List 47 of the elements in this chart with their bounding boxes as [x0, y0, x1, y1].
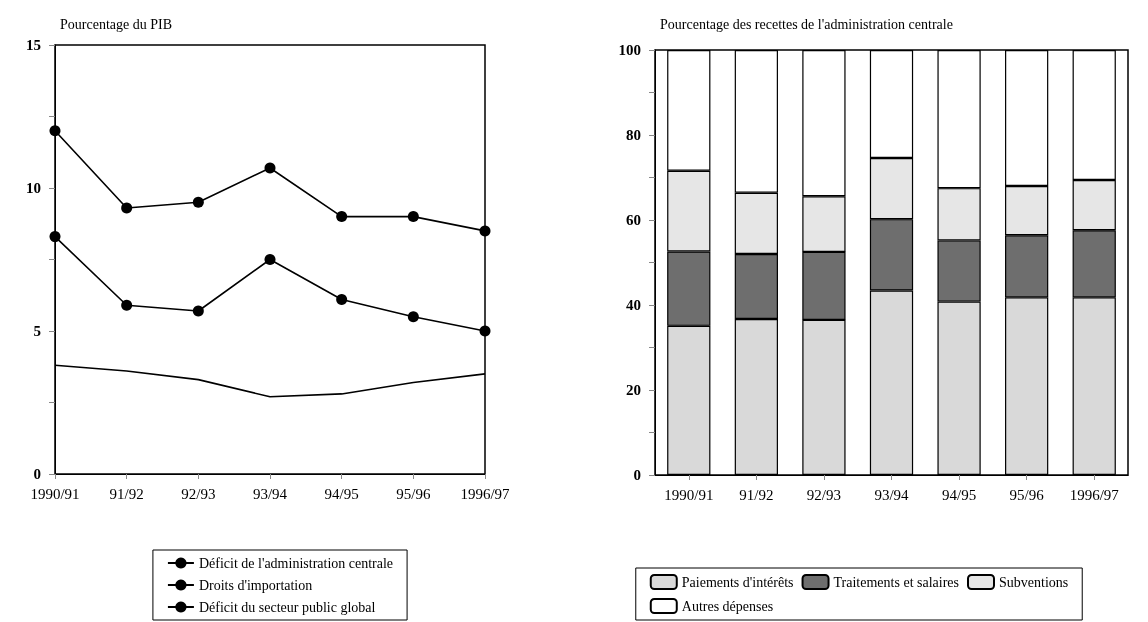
- point: [192, 196, 204, 208]
- x-tick-label: 95/96: [396, 485, 431, 502]
- legend-label: Déficit du secteur public global: [198, 599, 376, 615]
- legend-label: Autres dépenses: [681, 598, 774, 614]
- legend-label: Paiements d'intérêts: [681, 574, 794, 590]
- y-tick-label: 100: [618, 42, 641, 58]
- y-tick-label: 15: [26, 37, 41, 53]
- y-tick-label: 60: [626, 212, 641, 228]
- y-tick-label: 80: [626, 127, 641, 143]
- y-tick-label: 20: [626, 382, 641, 398]
- y-tick-label: 0: [633, 467, 641, 483]
- point: [49, 231, 61, 243]
- point: [407, 311, 419, 323]
- point: [336, 211, 348, 223]
- x-tick-label: 91/92: [109, 485, 144, 502]
- chart-title: Pourcentage des recettes de l'administration centrale: [660, 16, 953, 32]
- point: [264, 162, 276, 174]
- point: [407, 211, 419, 223]
- point: [479, 225, 491, 237]
- y-tick-label: 40: [626, 297, 641, 313]
- x-tick-label: 1990/91: [664, 486, 714, 503]
- point: [479, 325, 491, 337]
- point: [121, 202, 133, 214]
- x-tick-label: 91/92: [739, 486, 774, 503]
- y-tick-label: 0: [33, 466, 41, 482]
- x-tick-label: 1996/97: [1069, 486, 1120, 503]
- legend-label: Droits d'importation: [198, 577, 313, 593]
- chart-title: Pourcentage du PIB: [60, 16, 172, 32]
- x-tick-label: 93/94: [252, 485, 288, 502]
- x-tick-label: 1990/91: [30, 485, 80, 502]
- x-tick-label: 95/96: [1009, 486, 1045, 503]
- x-tick-label: 93/94: [874, 486, 910, 503]
- y-tick-label: 5: [33, 323, 41, 339]
- legend-label: Déficit de l'administration centrale: [198, 555, 394, 571]
- point: [336, 294, 348, 306]
- x-tick-label: 94/95: [324, 485, 359, 502]
- y-tick-label: 10: [26, 180, 41, 196]
- legend-label: Traitements et salaires: [833, 574, 959, 590]
- point: [49, 125, 61, 137]
- x-tick-label: 1996/97: [460, 485, 511, 502]
- point: [192, 305, 204, 317]
- legend-label: Subventions: [999, 574, 1069, 590]
- x-tick-label: 92/93: [181, 485, 216, 502]
- point: [264, 254, 276, 265]
- point: [121, 299, 133, 311]
- x-tick-label: 92/93: [806, 486, 842, 503]
- x-tick-label: 94/95: [941, 486, 977, 503]
